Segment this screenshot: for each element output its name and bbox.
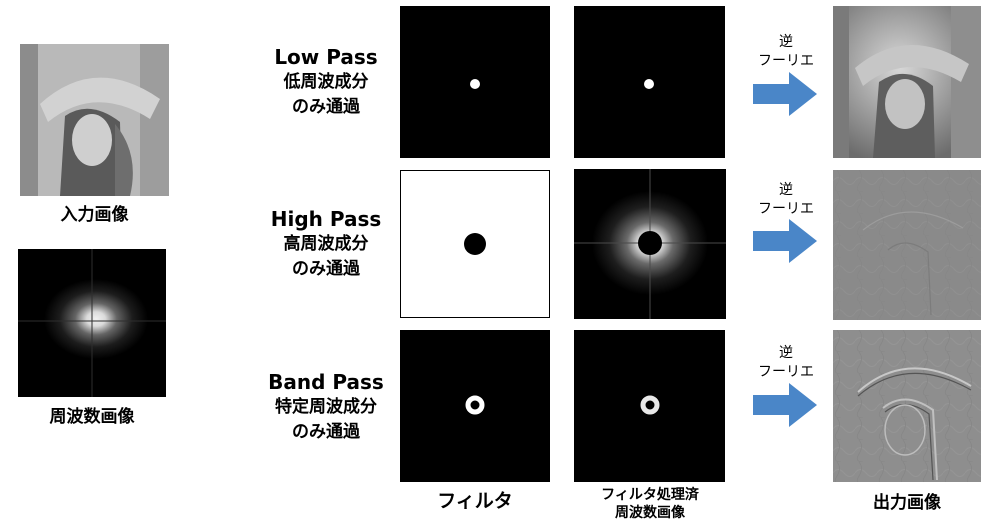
inverse-label-bottom-1: フーリエ xyxy=(758,53,814,69)
row-name-high-pass: High Pass xyxy=(270,207,382,231)
input-image xyxy=(20,44,169,196)
inverse-label-bottom-2: フーリエ xyxy=(758,201,814,217)
inverse-label-top-2: 逆 xyxy=(779,182,793,198)
low-pass-filter xyxy=(400,6,550,158)
filtered-spectrum-label-2: 周波数画像 xyxy=(615,505,685,521)
row-label-high-pass: High Pass 高周波成分 のみ通過 xyxy=(211,207,441,282)
row-name-low-pass: Low Pass xyxy=(274,45,378,69)
row-desc-band-pass-1: 特定周波成分 xyxy=(275,397,377,417)
filter-column-label: フィルタ xyxy=(437,490,513,512)
row-desc-high-pass-2: のみ通過 xyxy=(292,259,360,279)
inverse-fourier-label-1: 逆 フーリエ xyxy=(741,33,831,71)
high-pass-filtered-spectrum xyxy=(574,169,726,319)
high-pass-filter xyxy=(400,170,550,318)
inverse-label-top-3: 逆 xyxy=(779,345,793,361)
inverse-fourier-label-2: 逆 フーリエ xyxy=(741,181,831,219)
row-desc-low-pass-1: 低周波成分 xyxy=(283,72,369,92)
row-label-low-pass: Low Pass 低周波成分 のみ通過 xyxy=(211,45,441,120)
inverse-label-bottom-3: フーリエ xyxy=(758,364,814,380)
input-image-caption: 入力画像 xyxy=(60,205,129,225)
frequency-image-caption: 周波数画像 xyxy=(49,407,135,427)
filtered-spectrum-column-label: フィルタ処理済 周波数画像 xyxy=(560,486,740,522)
low-pass-output-image xyxy=(833,6,981,158)
inverse-fourier-label-3: 逆 フーリエ xyxy=(741,344,831,382)
row-name-band-pass: Band Pass xyxy=(268,370,384,394)
high-pass-output-image xyxy=(833,170,981,320)
row-label-band-pass: Band Pass 特定周波成分 のみ通過 xyxy=(211,370,441,445)
filtered-spectrum-label-1: フィルタ処理済 xyxy=(601,487,699,503)
band-pass-filtered-spectrum xyxy=(574,330,725,482)
band-pass-filter xyxy=(400,330,550,482)
low-pass-filtered-spectrum xyxy=(574,6,725,158)
right-arrow-icon-2 xyxy=(753,219,817,263)
row-desc-band-pass-2: のみ通過 xyxy=(292,422,360,442)
band-pass-output-image xyxy=(833,330,981,482)
right-arrow-icon-1 xyxy=(753,72,817,116)
output-column-label: 出力画像 xyxy=(873,493,941,513)
frequency-image xyxy=(18,249,166,397)
row-desc-low-pass-2: のみ通過 xyxy=(292,97,360,117)
row-desc-high-pass-1: 高周波成分 xyxy=(283,234,369,254)
right-arrow-icon-3 xyxy=(753,383,817,427)
inverse-label-top-1: 逆 xyxy=(779,34,793,50)
